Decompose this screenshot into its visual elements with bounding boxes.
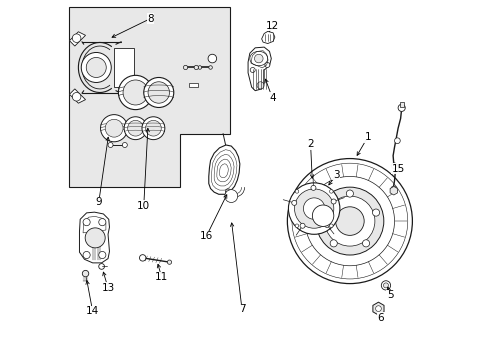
Circle shape bbox=[99, 251, 106, 258]
Text: 11: 11 bbox=[155, 272, 168, 282]
Circle shape bbox=[329, 240, 337, 247]
Polygon shape bbox=[69, 32, 85, 46]
Circle shape bbox=[383, 283, 387, 288]
Bar bbox=[399, 102, 404, 108]
Text: 4: 4 bbox=[268, 93, 275, 103]
Polygon shape bbox=[389, 186, 397, 195]
Circle shape bbox=[101, 114, 127, 142]
Circle shape bbox=[257, 82, 264, 89]
Circle shape bbox=[324, 222, 329, 228]
Circle shape bbox=[362, 240, 369, 247]
Circle shape bbox=[183, 65, 187, 69]
Text: 2: 2 bbox=[306, 139, 313, 149]
Polygon shape bbox=[69, 7, 230, 187]
Circle shape bbox=[346, 190, 353, 197]
Circle shape bbox=[295, 224, 298, 228]
Polygon shape bbox=[247, 47, 271, 91]
Polygon shape bbox=[208, 145, 240, 194]
Circle shape bbox=[198, 66, 201, 69]
Circle shape bbox=[82, 270, 88, 277]
Circle shape bbox=[315, 187, 383, 255]
Text: 15: 15 bbox=[391, 163, 404, 174]
Circle shape bbox=[127, 120, 143, 136]
Circle shape bbox=[225, 189, 231, 195]
Polygon shape bbox=[80, 212, 109, 263]
Circle shape bbox=[310, 185, 315, 190]
Circle shape bbox=[288, 183, 339, 234]
Text: 16: 16 bbox=[199, 231, 212, 242]
Text: 14: 14 bbox=[86, 306, 99, 316]
Circle shape bbox=[312, 205, 333, 226]
Circle shape bbox=[148, 82, 169, 103]
Text: 8: 8 bbox=[147, 14, 154, 23]
Circle shape bbox=[381, 281, 390, 290]
Circle shape bbox=[86, 58, 106, 77]
Text: 13: 13 bbox=[101, 283, 114, 293]
Circle shape bbox=[320, 209, 326, 216]
Circle shape bbox=[122, 143, 127, 148]
Circle shape bbox=[264, 63, 269, 67]
Circle shape bbox=[390, 163, 396, 168]
Circle shape bbox=[81, 53, 111, 82]
Circle shape bbox=[291, 201, 296, 205]
Circle shape bbox=[287, 158, 411, 284]
Circle shape bbox=[295, 190, 298, 193]
Polygon shape bbox=[372, 302, 383, 315]
Circle shape bbox=[118, 75, 152, 110]
Circle shape bbox=[85, 228, 105, 248]
Circle shape bbox=[397, 104, 405, 111]
Bar bbox=[189, 83, 198, 87]
Circle shape bbox=[83, 219, 90, 226]
Text: 5: 5 bbox=[386, 290, 393, 300]
Circle shape bbox=[143, 77, 173, 108]
Circle shape bbox=[303, 198, 324, 219]
Text: 9: 9 bbox=[95, 197, 102, 207]
Circle shape bbox=[123, 80, 148, 105]
Circle shape bbox=[329, 190, 332, 193]
Circle shape bbox=[329, 224, 332, 228]
Circle shape bbox=[224, 190, 237, 203]
Circle shape bbox=[72, 34, 81, 42]
Circle shape bbox=[194, 65, 198, 69]
Circle shape bbox=[72, 93, 81, 101]
Bar bbox=[114, 48, 134, 87]
Text: 1: 1 bbox=[364, 132, 370, 142]
Circle shape bbox=[375, 306, 381, 311]
Circle shape bbox=[99, 219, 106, 226]
Circle shape bbox=[207, 54, 216, 63]
Circle shape bbox=[167, 260, 171, 264]
Polygon shape bbox=[69, 89, 85, 103]
Circle shape bbox=[208, 66, 212, 69]
Text: 12: 12 bbox=[265, 21, 279, 31]
Text: 10: 10 bbox=[137, 201, 150, 211]
Text: 3: 3 bbox=[332, 170, 339, 180]
Circle shape bbox=[145, 120, 161, 136]
Circle shape bbox=[294, 189, 333, 228]
Circle shape bbox=[300, 223, 305, 228]
Circle shape bbox=[250, 67, 255, 72]
Circle shape bbox=[142, 117, 164, 140]
Circle shape bbox=[254, 54, 263, 63]
Text: 6: 6 bbox=[377, 312, 384, 323]
Circle shape bbox=[99, 264, 104, 269]
Polygon shape bbox=[261, 31, 274, 44]
Circle shape bbox=[394, 138, 400, 144]
Circle shape bbox=[139, 255, 145, 261]
Circle shape bbox=[372, 209, 379, 216]
Circle shape bbox=[330, 199, 335, 204]
Circle shape bbox=[83, 251, 90, 258]
Circle shape bbox=[324, 196, 374, 246]
Circle shape bbox=[108, 143, 113, 148]
Text: 7: 7 bbox=[238, 304, 245, 314]
Circle shape bbox=[105, 119, 123, 137]
Circle shape bbox=[124, 117, 147, 140]
Circle shape bbox=[335, 207, 364, 235]
Circle shape bbox=[390, 186, 396, 192]
